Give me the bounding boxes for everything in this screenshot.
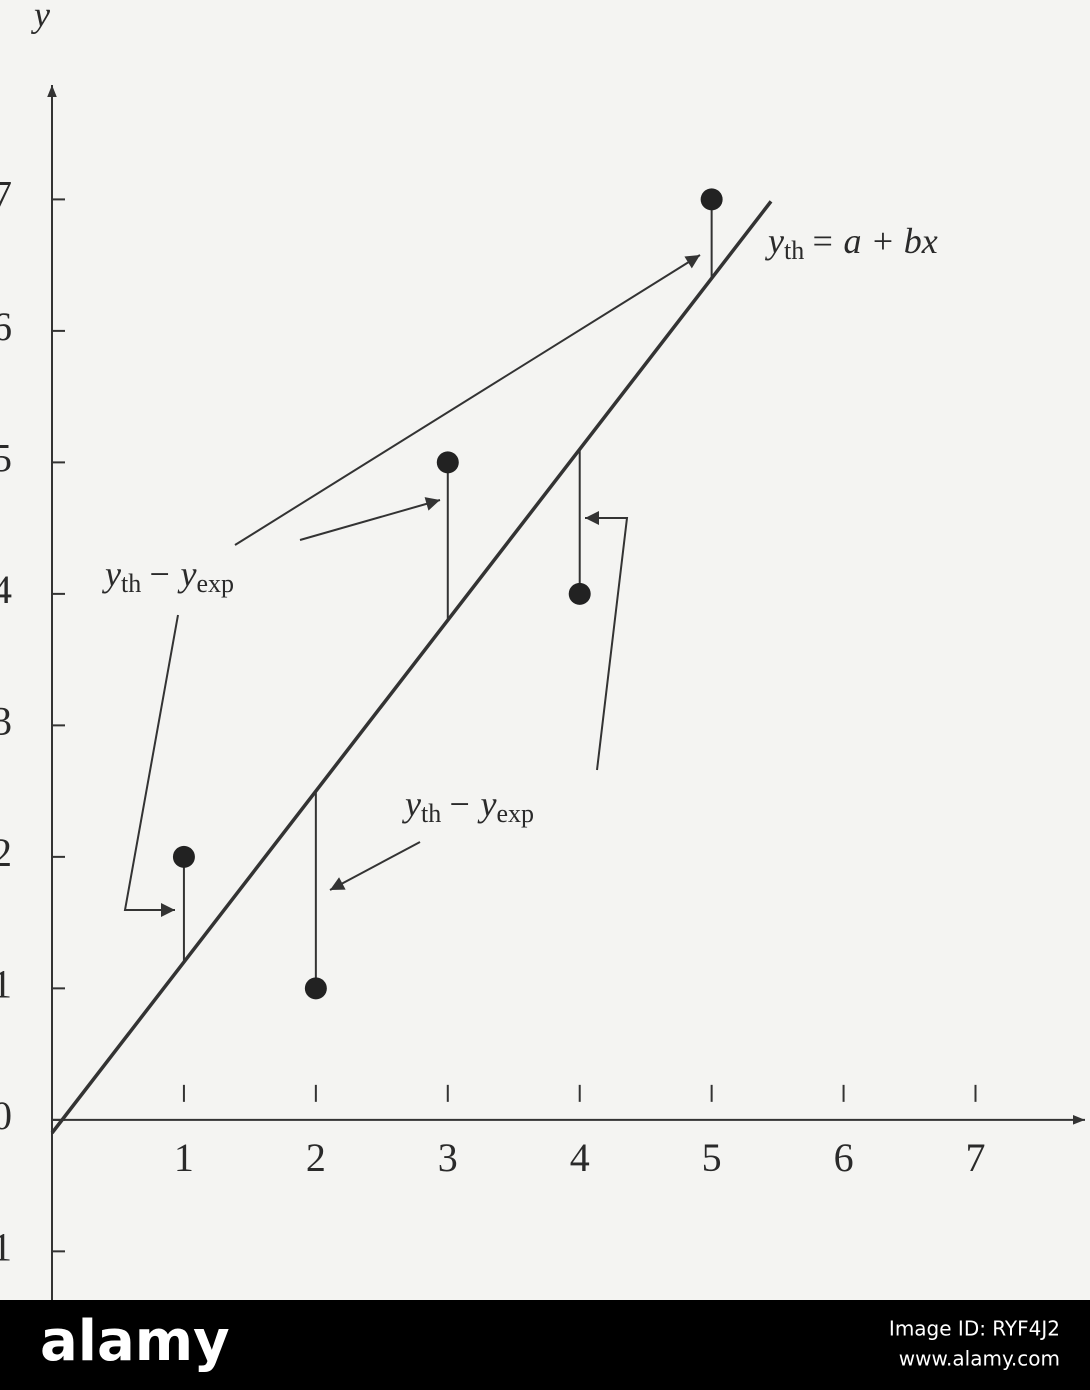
x-tick-label: 3 bbox=[438, 1135, 458, 1180]
point bbox=[172, 845, 195, 868]
point bbox=[700, 188, 723, 211]
subscript: th bbox=[784, 236, 804, 265]
annotation-text: − y bbox=[147, 554, 196, 594]
annotation-text: y bbox=[765, 221, 784, 261]
background bbox=[0, 0, 1090, 1300]
footer-bar bbox=[0, 1300, 1090, 1390]
subscript: exp bbox=[497, 799, 535, 828]
y-tick-label: 1 bbox=[0, 962, 12, 1007]
annotation-arrows bbox=[123, 254, 701, 917]
subscript: th bbox=[421, 799, 441, 828]
footer-id: Image ID: RYF4J2 bbox=[889, 1317, 1060, 1341]
point bbox=[304, 977, 327, 1000]
x-tick-label: 6 bbox=[834, 1135, 854, 1180]
y-tick-label: 2 bbox=[0, 830, 12, 875]
annotation-text: = a + bx bbox=[810, 221, 938, 261]
residual-label: yth − yexp bbox=[102, 554, 234, 598]
annotation-text: y bbox=[402, 784, 421, 824]
y-tick-label: 0 bbox=[0, 1093, 12, 1138]
fit-line bbox=[50, 200, 773, 1135]
point bbox=[568, 582, 591, 605]
x-tick-label: 4 bbox=[570, 1135, 590, 1180]
annotation-text: − y bbox=[447, 784, 496, 824]
y-tick-label: 3 bbox=[0, 699, 12, 744]
annotation-text: y bbox=[102, 554, 121, 594]
y-tick-label: 1 bbox=[0, 1225, 12, 1270]
y-axis-label: y bbox=[31, 0, 50, 34]
equation-label: yth = a + bx bbox=[765, 221, 938, 265]
x-tick-label: 1 bbox=[174, 1135, 194, 1180]
subscript: th bbox=[121, 569, 141, 598]
footer-brand: alamy bbox=[40, 1309, 230, 1374]
y-tick-label: 4 bbox=[0, 567, 12, 612]
residual-label: yth − yexp bbox=[402, 784, 534, 828]
x-tick-label: 5 bbox=[702, 1135, 722, 1180]
y-tick-label: 6 bbox=[0, 304, 12, 349]
x-tick-label: 7 bbox=[965, 1135, 985, 1180]
footer-url: www.alamy.com bbox=[899, 1347, 1060, 1371]
y-tick-label: 5 bbox=[0, 436, 12, 481]
point bbox=[436, 451, 459, 474]
subscript: exp bbox=[197, 569, 235, 598]
x-tick-label: 2 bbox=[306, 1135, 326, 1180]
y-tick-label: 7 bbox=[0, 173, 12, 218]
